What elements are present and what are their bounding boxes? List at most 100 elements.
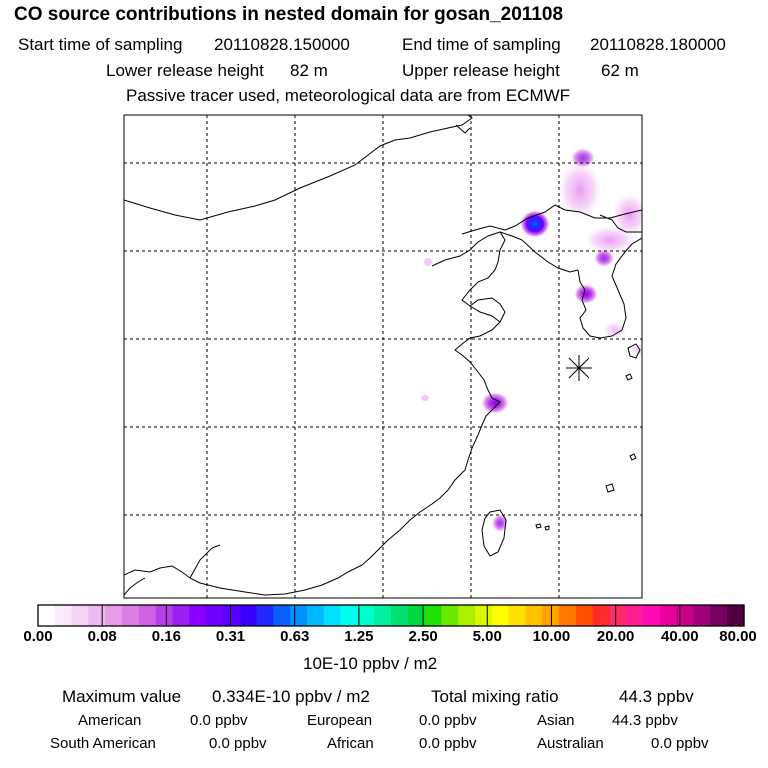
plume-pyongyang xyxy=(594,249,614,267)
colorbar-cell xyxy=(105,605,123,626)
ryukyu-1 xyxy=(625,373,633,381)
coast-liaodong xyxy=(499,231,579,273)
colorbar-cell xyxy=(222,605,241,626)
colorbar-cell xyxy=(559,605,577,626)
plume-layer xyxy=(421,148,642,532)
plume-shanghai xyxy=(481,392,509,414)
colorbar-tick-label: 1.25 xyxy=(344,628,374,645)
colorbar-tick-label: 0.16 xyxy=(151,628,181,645)
colorbar-cell xyxy=(155,605,174,626)
plume-small-1 xyxy=(424,258,432,266)
japan-kyushu xyxy=(627,343,641,359)
colorbar-cell xyxy=(88,605,106,626)
end-time-value: 20110828.180000 xyxy=(590,35,726,54)
colorbar-cell xyxy=(290,605,308,626)
australian-value: 0.0 ppbv xyxy=(651,735,709,752)
plume-taiwan xyxy=(492,514,508,532)
total-mixing-label: Total mixing ratio xyxy=(431,687,559,706)
chart-title: CO source contributions in nested domain… xyxy=(14,4,564,25)
colorbar-cell xyxy=(54,605,73,626)
colorbar-cell xyxy=(273,605,291,626)
colorbar-cell xyxy=(391,605,409,626)
european-label: European xyxy=(307,712,373,729)
lower-release-label: Lower release height xyxy=(106,61,264,80)
max-value: 0.334E-10 ppbv / m2 xyxy=(212,687,370,706)
coast-russia xyxy=(599,214,642,233)
colorbar-cell xyxy=(357,605,375,626)
colorbar-units: 10E-10 ppbv / m2 xyxy=(303,654,438,673)
plume-russia-coast xyxy=(612,193,642,237)
colorbar-cell xyxy=(323,605,342,626)
colorbar-cell xyxy=(407,605,426,626)
colorbar-cell xyxy=(458,605,476,626)
colorbar-cell xyxy=(122,605,140,626)
colorbar-tick-label: 2.50 xyxy=(408,628,438,645)
colorbar-cell xyxy=(374,605,392,626)
colorbar-tick-label: 5.00 xyxy=(472,628,502,645)
colorbar-cell xyxy=(626,605,644,626)
upper-release-value: 62 m xyxy=(601,61,639,80)
island-small xyxy=(535,523,550,531)
grid-lines xyxy=(124,115,642,598)
colorbar-cell xyxy=(71,605,90,626)
colorbar-cell xyxy=(138,605,157,626)
colorbar-cell xyxy=(727,605,745,626)
coast-korea-east xyxy=(611,237,642,337)
colorbar xyxy=(37,604,745,627)
map-frame xyxy=(123,114,643,599)
colorbar-cell xyxy=(575,605,594,626)
colorbar-tick-label: 0.00 xyxy=(23,628,53,645)
total-mixing-value: 44.3 ppbv xyxy=(619,687,694,706)
colorbar-cell xyxy=(306,605,325,626)
plume-seoul xyxy=(574,284,598,304)
coast-bohai xyxy=(199,231,506,596)
colorbar-tick-label: 0.31 xyxy=(215,628,246,645)
start-time-value: 20110828.150000 xyxy=(214,35,350,54)
colorbar-cell xyxy=(206,605,224,626)
colorbar-tick-label: 80.00 xyxy=(719,628,757,645)
colorbar-cell xyxy=(424,605,443,626)
coastlines xyxy=(124,115,642,596)
colorbar-cell xyxy=(659,605,678,626)
asian-label: Asian xyxy=(537,712,575,729)
colorbar-tick-label: 0.63 xyxy=(280,628,310,645)
start-time-label: Start time of sampling xyxy=(18,35,183,54)
colorbar-cell xyxy=(340,605,358,626)
max-value-label: Maximum value xyxy=(62,687,182,706)
american-value: 0.0 ppbv xyxy=(190,712,248,729)
colorbar-cell xyxy=(172,605,190,626)
colorbar-cell xyxy=(710,605,728,626)
australian-label: Australian xyxy=(537,735,604,752)
american-label: American xyxy=(78,712,142,729)
coast-korea-west xyxy=(577,269,613,339)
colorbar-cell xyxy=(609,605,627,626)
south-american-value: 0.0 ppbv xyxy=(209,735,267,752)
receptor-marker-icon xyxy=(566,355,592,381)
plume-peak xyxy=(520,210,550,238)
border-china-mongolia xyxy=(124,115,473,221)
colorbar-cell xyxy=(676,605,695,626)
colorbar-tick-label: 20.00 xyxy=(596,628,635,645)
colorbar-cell xyxy=(189,605,207,626)
lower-release-value: 82 m xyxy=(290,61,328,80)
border-china-russia xyxy=(455,124,471,134)
colorbar-cell xyxy=(256,605,274,626)
colorbar-tick-label: 0.08 xyxy=(87,628,117,645)
inner-border-south xyxy=(189,544,221,579)
coast-shandong xyxy=(469,297,506,323)
upper-release-label: Upper release height xyxy=(402,61,560,80)
colorbar-tick-label: 10.00 xyxy=(532,628,571,645)
plume-ne-china xyxy=(558,160,602,220)
colorbar-cell xyxy=(643,605,661,626)
colorbar-cell xyxy=(491,605,510,626)
plume-korea-south xyxy=(603,321,627,339)
ryukyu-3 xyxy=(605,483,615,493)
ryukyu-2 xyxy=(629,453,637,461)
colorbar-cell xyxy=(38,605,56,626)
hainan-coast xyxy=(124,565,201,584)
tracer-note: Passive tracer used, meteorological data… xyxy=(126,86,571,105)
plume-liaoning xyxy=(584,226,636,254)
colorbar-cell xyxy=(525,605,543,626)
south-american-label: South American xyxy=(50,735,156,752)
